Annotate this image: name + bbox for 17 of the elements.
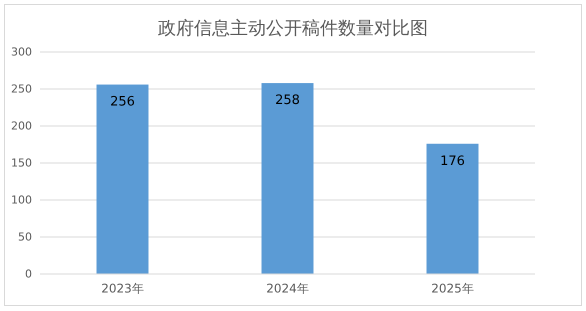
- x-tick-label: 2024年: [266, 282, 309, 296]
- y-tick-label: 300: [11, 46, 32, 59]
- data-label: 176: [440, 154, 465, 169]
- y-tick-label: 250: [11, 82, 32, 96]
- data-label: 258: [275, 93, 300, 108]
- y-tick-label: 0: [25, 268, 32, 281]
- chart-title: 政府信息主动公开稿件数量对比图: [158, 18, 428, 39]
- x-tick-label: 2025年: [431, 282, 474, 296]
- bar: [96, 84, 148, 274]
- bar: [262, 83, 314, 274]
- y-tick-label: 150: [11, 156, 32, 170]
- bar: [426, 144, 478, 274]
- y-tick-label: 50: [18, 230, 32, 244]
- x-tick-label: 2023年: [101, 282, 144, 296]
- y-tick-label: 100: [11, 194, 32, 207]
- y-tick-label: 200: [11, 120, 32, 133]
- data-label: 256: [110, 94, 135, 110]
